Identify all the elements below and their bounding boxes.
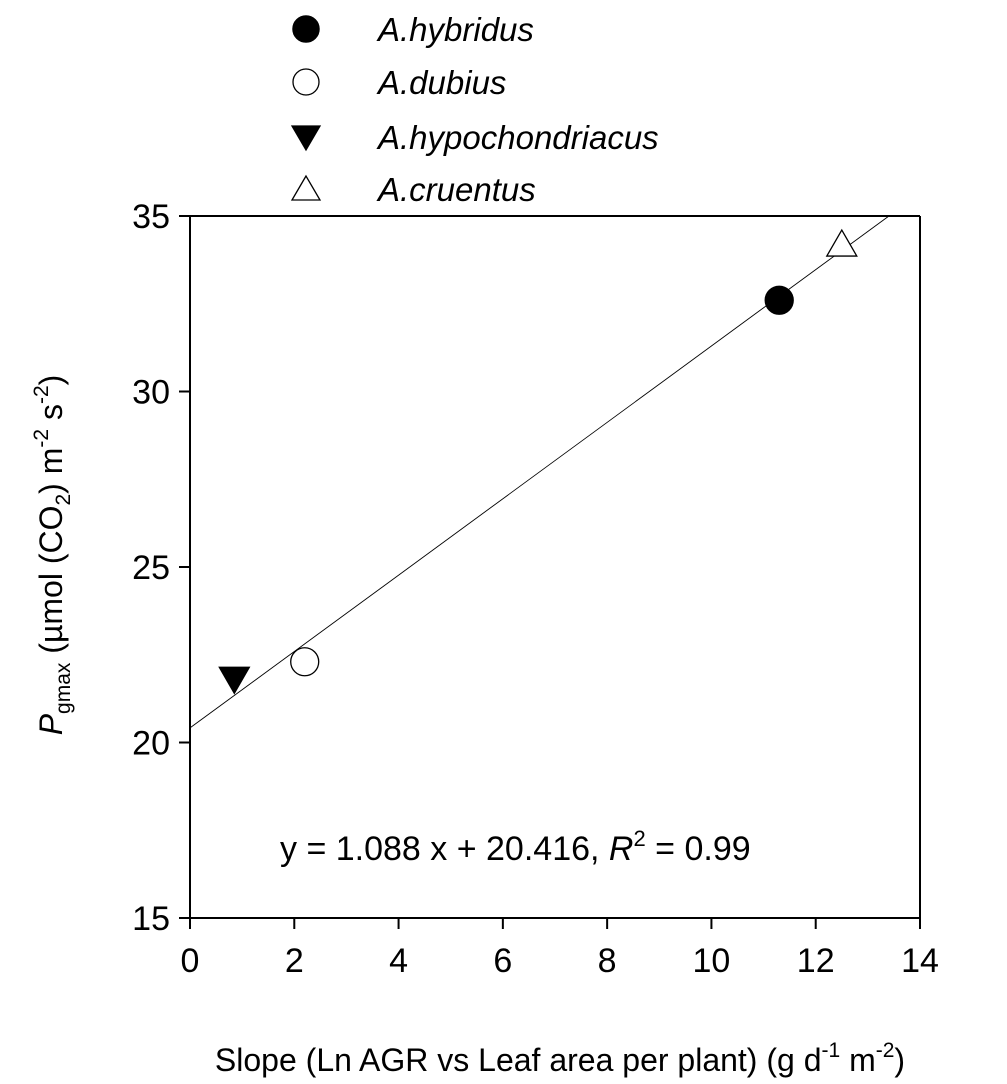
legend-item-1: A.dubius bbox=[292, 64, 506, 101]
x-tick-label: 6 bbox=[493, 942, 512, 980]
x-title-part: m bbox=[840, 1042, 876, 1078]
legend-label: A.hybridus bbox=[376, 11, 534, 48]
y-title-part: ) bbox=[33, 375, 69, 386]
x-title-sup: -1 bbox=[821, 1039, 840, 1062]
y-title-part: s bbox=[33, 404, 69, 429]
y-tick-label: 20 bbox=[132, 725, 170, 763]
legend-item-2: A.hypochondriacus bbox=[290, 119, 659, 156]
point-open-circle bbox=[290, 647, 320, 677]
y-title-sup: -2 bbox=[30, 429, 53, 448]
point-open-up-triangle bbox=[825, 228, 858, 257]
x-title-part: ) bbox=[894, 1042, 905, 1078]
legend-item-3: A.cruentus bbox=[290, 171, 536, 208]
y-title-sub: gmax bbox=[52, 662, 75, 714]
y-title-symbol: P bbox=[33, 713, 69, 735]
y-axis-title: Pgmax (µmol (CO2) m-2 s-2) bbox=[30, 375, 75, 736]
x-axis-ticks: 0 2 4 6 8 10 12 14 bbox=[181, 918, 939, 980]
x-title-part: Slope (Ln AGR vs Leaf area per plant) (g… bbox=[215, 1042, 822, 1078]
x-tick-label: 12 bbox=[797, 942, 835, 980]
regression-equation: y = 1.088 x + 20.416, R2 = 0.99 bbox=[280, 826, 751, 868]
y-axis-ticks: 15 20 25 30 35 bbox=[132, 198, 190, 938]
legend: A.hybridus A.dubius A.hypochondriacus A.… bbox=[290, 11, 659, 208]
eq-part: = 0.99 bbox=[646, 830, 751, 868]
point-filled-circle bbox=[764, 285, 794, 315]
legend-marker-filled-down-triangle bbox=[290, 125, 322, 152]
y-tick-label: 30 bbox=[132, 374, 170, 412]
data-points bbox=[218, 228, 858, 695]
y-title-part: ) m bbox=[33, 448, 69, 494]
plot-frame bbox=[189, 215, 921, 919]
y-title-sub: 2 bbox=[52, 494, 75, 506]
y-tick-label: 15 bbox=[132, 900, 170, 938]
x-axis-title: Slope (Ln AGR vs Leaf area per plant) (g… bbox=[215, 1039, 905, 1078]
x-title-sup: -2 bbox=[876, 1039, 895, 1062]
legend-label: A.dubius bbox=[376, 64, 506, 101]
legend-marker-filled-circle bbox=[292, 15, 320, 43]
x-tick-label: 2 bbox=[285, 942, 304, 980]
legend-label: A.cruentus bbox=[376, 171, 536, 208]
y-tick-label: 25 bbox=[132, 549, 170, 587]
legend-label: A.hypochondriacus bbox=[376, 119, 659, 156]
x-tick-label: 0 bbox=[181, 942, 200, 980]
x-tick-label: 8 bbox=[598, 942, 617, 980]
legend-marker-open-up-triangle bbox=[290, 174, 322, 201]
y-title-part: (µmol (CO bbox=[33, 506, 69, 663]
legend-item-0: A.hybridus bbox=[292, 11, 534, 48]
eq-r-symbol: R bbox=[609, 830, 634, 868]
eq-part: y = 1.088 x + 20.416, bbox=[280, 830, 609, 868]
point-filled-down-triangle bbox=[218, 666, 251, 695]
x-tick-label: 10 bbox=[693, 942, 731, 980]
y-title-sup: -2 bbox=[30, 385, 53, 404]
y-tick-label: 35 bbox=[132, 198, 170, 236]
legend-marker-open-circle bbox=[292, 68, 320, 96]
x-tick-label: 14 bbox=[901, 942, 939, 980]
eq-r-exponent: 2 bbox=[633, 826, 645, 851]
x-tick-label: 4 bbox=[389, 942, 408, 980]
